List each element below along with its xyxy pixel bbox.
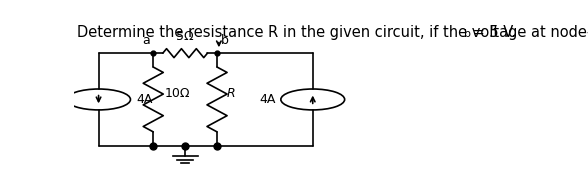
Text: a: a <box>142 34 151 47</box>
Text: b: b <box>221 34 229 47</box>
Text: = 5 V.: = 5 V. <box>468 25 516 40</box>
Text: 10Ω: 10Ω <box>165 87 190 100</box>
Text: R: R <box>227 87 236 100</box>
Text: 4A: 4A <box>259 93 275 106</box>
Text: b: b <box>464 29 471 39</box>
Text: 4A: 4A <box>136 93 152 106</box>
Text: Determine the resistance R in the given circuit, if the voltage at node-b is V: Determine the resistance R in the given … <box>77 25 588 40</box>
Text: 5Ω: 5Ω <box>176 30 194 43</box>
